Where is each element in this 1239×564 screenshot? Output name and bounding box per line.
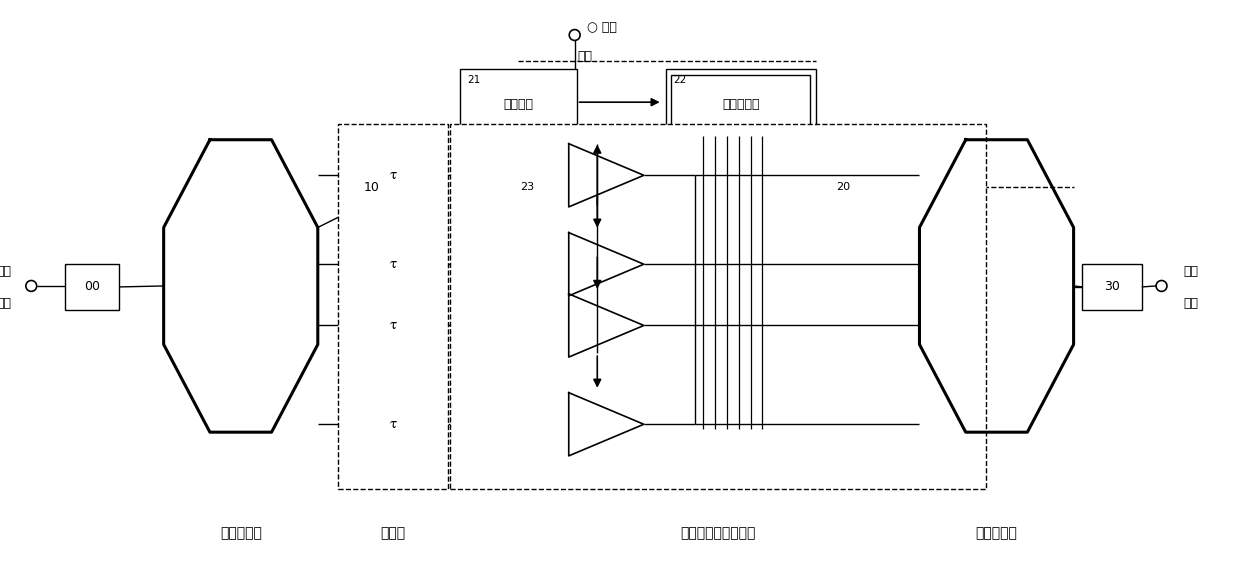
Bar [364,403,424,445]
Text: τ: τ [390,169,398,182]
Text: τ: τ [390,319,398,332]
Bar [64,264,119,310]
Bar [460,69,576,136]
Bar [814,166,873,208]
Text: 00: 00 [84,280,100,293]
Text: 电源调制器: 电源调制器 [722,98,760,111]
Text: 10: 10 [364,180,379,193]
Bar [665,69,815,136]
Text: 23: 23 [519,182,534,192]
Text: ○ 控制: ○ 控制 [587,21,617,34]
Text: 30: 30 [1104,280,1120,293]
Text: 输出: 输出 [1183,297,1198,310]
Bar [672,74,810,130]
Text: 20: 20 [836,182,850,192]
Bar [499,166,554,208]
Bar [450,124,986,490]
Text: τ: τ [390,417,398,431]
Text: 信号: 信号 [0,265,11,277]
Bar [364,244,424,285]
Text: 控制单元: 控制单元 [503,98,533,111]
Text: 22: 22 [673,76,686,86]
Text: 延时器: 延时器 [380,526,405,540]
Text: 信号分配器: 信号分配器 [219,526,261,540]
Bar [364,305,424,346]
Bar [344,166,399,208]
Text: 信号: 信号 [1183,265,1198,277]
Text: τ: τ [390,258,398,271]
Bar [337,124,449,490]
Text: 信号合成器: 信号合成器 [975,526,1017,540]
Text: 21: 21 [467,76,481,86]
Bar [364,155,424,196]
Text: 输入: 输入 [577,50,592,63]
Text: 输入: 输入 [0,297,11,310]
Bar [1083,264,1142,310]
Text: 电源调制功率放大器: 电源调制功率放大器 [680,526,756,540]
